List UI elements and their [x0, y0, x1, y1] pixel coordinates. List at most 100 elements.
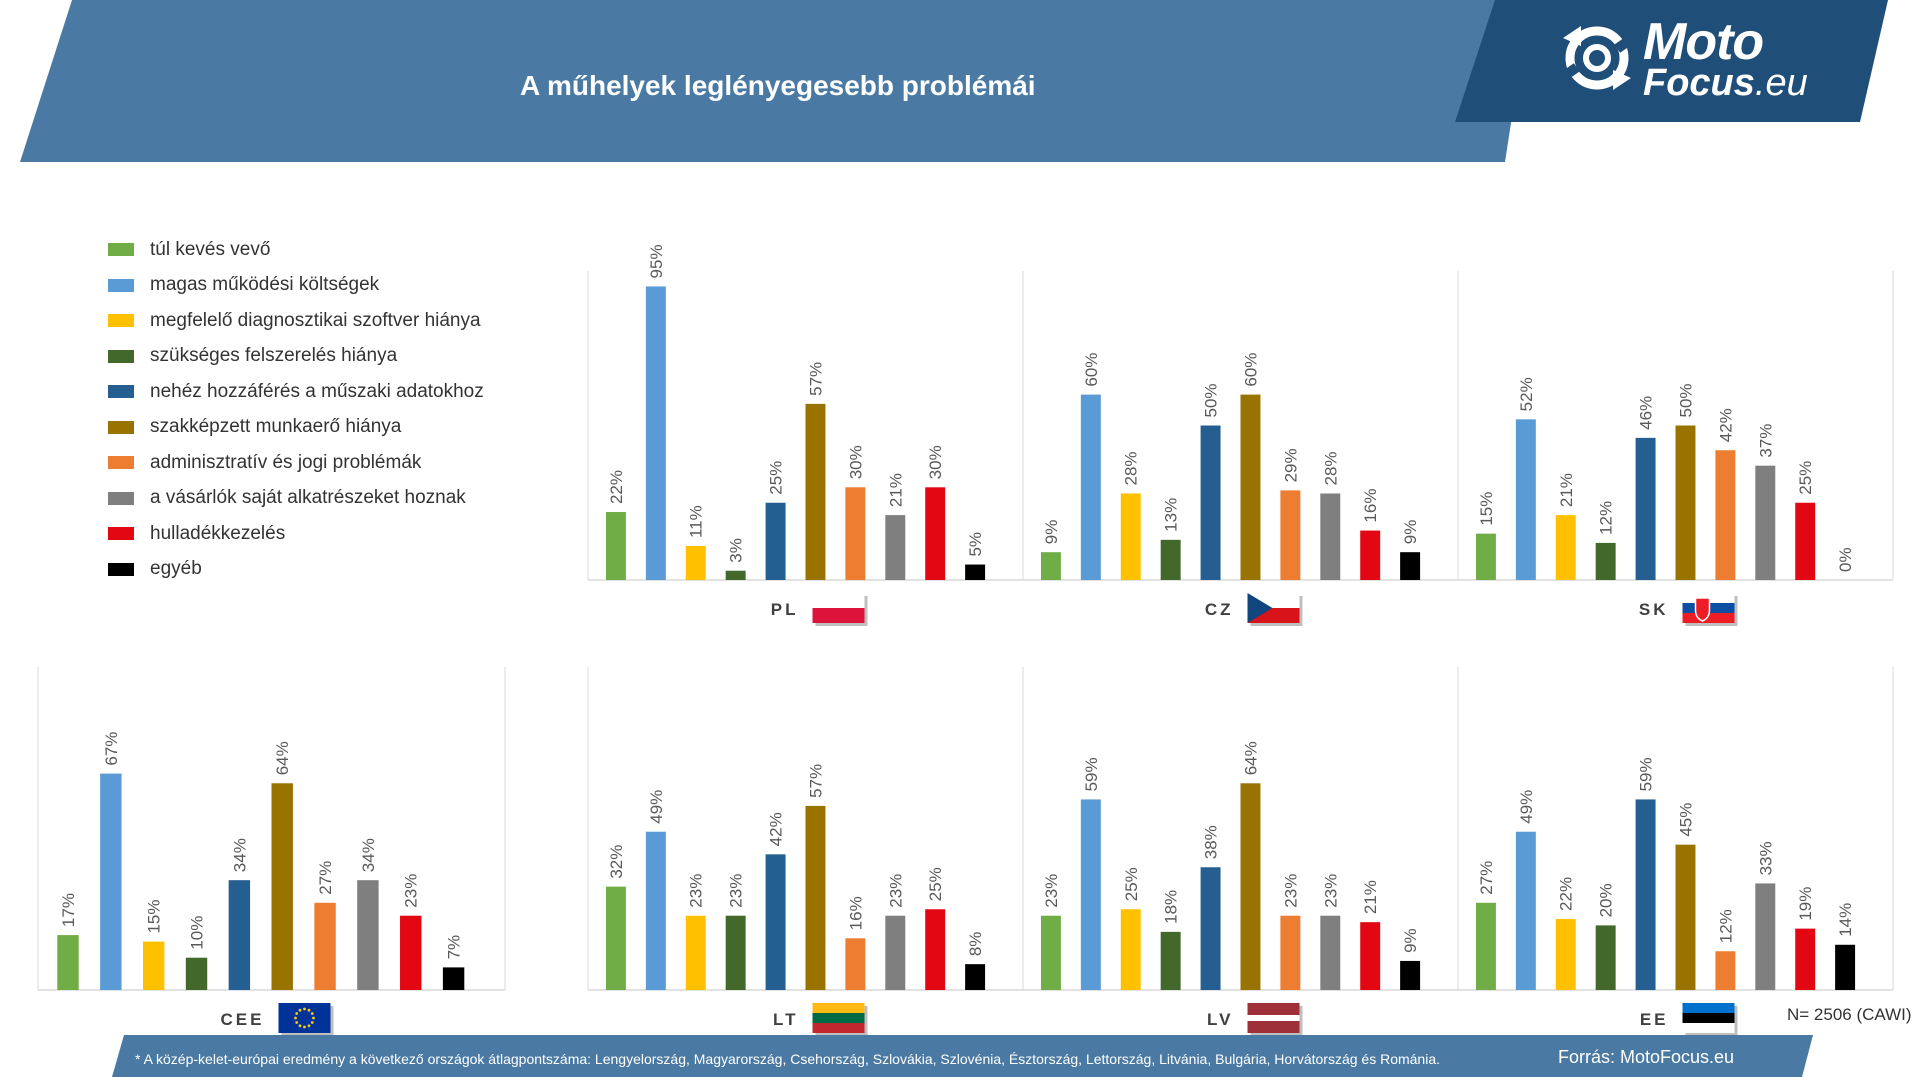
footnote: * A közép-kelet-európai eredmény a követ… [135, 1051, 1441, 1067]
chart-bar [1200, 867, 1221, 990]
bar-value-label: 23% [886, 874, 905, 908]
bar-value-label: 0% [1836, 547, 1855, 572]
bar-value-label: 16% [1361, 489, 1380, 523]
country-label: CZ [1205, 600, 1234, 619]
refresh-arrows-icon [1562, 26, 1632, 90]
bar-value-label: 9% [1401, 928, 1420, 953]
chart-bar [885, 515, 906, 580]
chart-bar [1120, 909, 1141, 990]
bar-value-label: 64% [273, 741, 292, 775]
chart-bar [1240, 394, 1261, 580]
bar-value-label: 21% [1361, 880, 1380, 914]
page-title: A műhelyek leglényegesebb problémái [520, 70, 1036, 101]
bar-value-label: 25% [767, 461, 786, 495]
bar-value-label: 59% [1637, 757, 1656, 791]
legend-item: túl kevés vevő [108, 232, 484, 268]
chart-bar [925, 909, 946, 990]
bar-value-label: 16% [846, 896, 865, 930]
bar-value-label: 19% [1796, 887, 1815, 921]
country-label: PL [771, 600, 799, 619]
chart-bar [1040, 915, 1061, 990]
legend-item: szakképzett munkaerő hiánya [108, 410, 484, 446]
legend-swatch [108, 243, 134, 257]
chart-panel: 32% 49% 23% 23% 42% 57% 16% 23% 25% 8% LT [587, 667, 1023, 1036]
bar-value-label: 11% [687, 505, 706, 538]
country-label: EE [1640, 1010, 1669, 1029]
chart-bar [442, 967, 465, 990]
bar-value-label: 15% [145, 900, 164, 934]
chart-bar [1515, 831, 1536, 990]
chart-panel: 17% 67% 15% 10% 34% 64% 27% 34% 23% 7% CEE [37, 667, 506, 1036]
motofocus-logo: Moto Focus.eu [1555, 10, 1808, 105]
footer-shape [112, 1035, 1813, 1077]
logo-text-focus-word: Focus [1643, 62, 1755, 104]
legend-label: egyéb [150, 558, 202, 580]
bar-value-label: 23% [1281, 874, 1300, 908]
bar-value-label: 23% [402, 874, 421, 908]
bar-value-label: 37% [1756, 424, 1775, 458]
bar-value-label: 25% [926, 867, 945, 901]
chart-panel: 22% 95% 11% 3% 25% 57% 30% 21% 30% 5% PL [587, 244, 1023, 626]
chart-panel: 9% 60% 28% 13% 50% 60% 29% 28% 16% 9% CZ [1022, 271, 1458, 626]
legend-item: szükséges felszerelés hiánya [108, 339, 484, 375]
logo-text-moto: Moto [1643, 13, 1764, 71]
chart-bar [1040, 552, 1061, 580]
bar-value-label: 67% [102, 732, 121, 766]
chart-bar [314, 902, 336, 990]
slovakia-flag [1682, 593, 1738, 626]
legend-item: adminisztratív és jogi problémák [108, 445, 484, 481]
chart-bar [1715, 450, 1736, 580]
bar-value-label: 60% [1241, 353, 1260, 387]
chart-bar [885, 915, 906, 990]
chart-bar [765, 854, 786, 990]
chart-bar [1160, 539, 1181, 580]
legend-swatch [108, 385, 134, 399]
chart-bar [1475, 533, 1496, 580]
bar-value-label: 23% [727, 874, 746, 908]
chart-bar [1715, 951, 1736, 990]
chart-bar [685, 915, 706, 990]
chart-bar [925, 487, 946, 580]
bar-value-label: 60% [1082, 353, 1101, 387]
chart-bar [1555, 515, 1576, 580]
country-label: LT [773, 1010, 799, 1029]
chart-bar [1795, 502, 1816, 580]
bar-value-label: 42% [767, 812, 786, 846]
chart-bar [271, 783, 293, 990]
chart-bar [400, 915, 422, 990]
chart-bar [965, 564, 986, 580]
chart-bar [1280, 915, 1301, 990]
legend-item: nehéz hozzáférés a műszaki adatokhoz [108, 374, 484, 410]
legend-swatch [108, 314, 134, 328]
bar-value-label: 17% [59, 893, 78, 927]
legend-item: megfelelő diagnosztikai szoftver hiánya [108, 303, 484, 339]
bar-value-label: 9% [1042, 520, 1061, 545]
chart-bar [685, 546, 706, 580]
chart-bar [357, 880, 379, 990]
bar-value-label: 15% [1477, 492, 1496, 526]
chart-panel: 23% 59% 25% 18% 38% 64% 23% 23% 21% 9% LV [1022, 667, 1458, 1036]
eu-flag [278, 1003, 334, 1036]
bar-value-label: 57% [806, 362, 825, 396]
bar-value-label: 9% [1401, 520, 1420, 545]
poland-flag [812, 593, 868, 626]
chart-bar [1360, 922, 1381, 990]
bar-value-label: 49% [647, 790, 666, 824]
chart-bar [142, 941, 165, 990]
chart-bar [1675, 844, 1696, 990]
bar-value-label: 57% [806, 764, 825, 798]
czech-flag [1247, 593, 1303, 626]
legend-swatch [108, 420, 134, 434]
header-banner [20, 0, 1888, 162]
bar-value-label: 34% [359, 838, 378, 872]
bar-value-label: 18% [1162, 890, 1181, 924]
legend-item: magas működési költségek [108, 268, 484, 304]
bar-value-label: 28% [1321, 451, 1340, 485]
legend-swatch [108, 527, 134, 541]
legend-item: hulladékkezelés [108, 516, 484, 552]
country-label: LV [1207, 1010, 1233, 1029]
bar-value-label: 34% [230, 838, 249, 872]
bar-value-label: 3% [727, 538, 746, 563]
legend-label: hulladékkezelés [150, 522, 286, 544]
chart-bar [1475, 902, 1496, 990]
